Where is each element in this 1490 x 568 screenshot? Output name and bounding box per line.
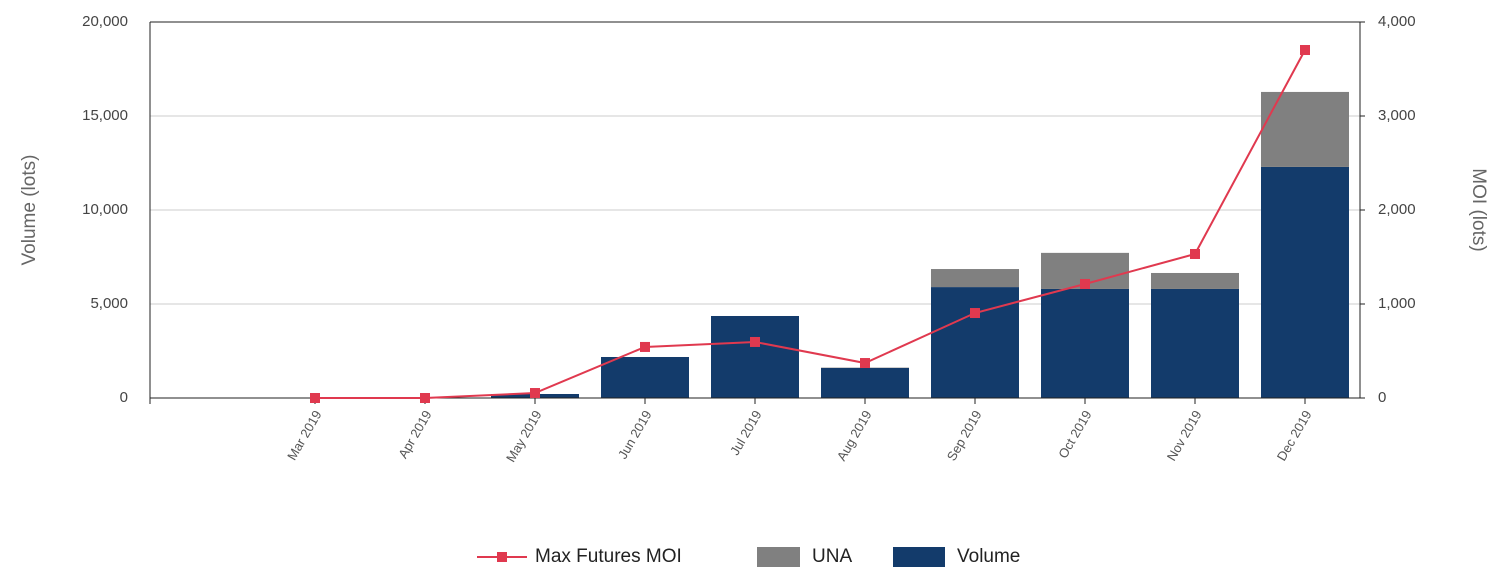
- x-tick-label: Mar 2019: [284, 408, 324, 463]
- line: [315, 49, 1306, 399]
- y2-tick-label: 1,000: [1378, 295, 1416, 312]
- marker: [640, 341, 650, 352]
- bar: [931, 287, 1019, 398]
- marker: [750, 336, 760, 347]
- bar: [601, 356, 689, 398]
- bar: [1151, 272, 1239, 289]
- y2-tick-label: 0: [1378, 389, 1386, 406]
- y-tick-label: 0: [120, 389, 128, 406]
- x-tick-label: Jun 2019: [615, 408, 655, 462]
- marker: [530, 388, 540, 399]
- bar: [1151, 288, 1239, 398]
- bar: [711, 315, 799, 398]
- x-tick-label: Oct 2019: [1055, 408, 1094, 461]
- x-tick-label: Dec 2019: [1274, 408, 1315, 464]
- marker: [860, 358, 870, 369]
- y-axis-title: Volume (lots): [19, 155, 40, 266]
- x-tick-label: Sep 2019: [944, 408, 985, 464]
- bar: [821, 367, 909, 398]
- y-tick-label: 5,000: [90, 295, 128, 312]
- marker: [1300, 45, 1310, 56]
- y2-tick-label: 3,000: [1378, 107, 1416, 124]
- marker: [420, 393, 430, 403]
- y-tick-label: 10,000: [82, 201, 128, 218]
- y-tick-label: 20,000: [82, 13, 128, 30]
- x-tick-label: May 2019: [503, 408, 545, 465]
- legend-label: UNA: [812, 546, 852, 567]
- x-tick-label: Nov 2019: [1164, 408, 1205, 464]
- y2-tick-label: 4,000: [1378, 13, 1416, 30]
- bar: [1261, 91, 1349, 167]
- bar: [1261, 166, 1349, 398]
- legend-label: Max Futures MOI: [535, 546, 682, 567]
- marker: [1190, 248, 1200, 259]
- legend-swatch: [757, 547, 800, 567]
- marker: [1080, 278, 1090, 289]
- x-tick-label: Jul 2019: [727, 408, 765, 458]
- x-tick-label: Aug 2019: [834, 408, 875, 464]
- x-tick-label: Apr 2019: [395, 408, 434, 461]
- y2-axis-title: MOI (lots): [1468, 168, 1489, 251]
- marker: [310, 393, 320, 403]
- legend-label: Volume: [957, 546, 1020, 567]
- bar: [1041, 288, 1129, 398]
- y2-tick-label: 2,000: [1378, 201, 1416, 218]
- bar: [931, 269, 1019, 288]
- marker: [970, 308, 980, 319]
- legend-swatch: [893, 547, 945, 567]
- legend-marker: [497, 552, 507, 562]
- y-tick-label: 15,000: [82, 107, 128, 124]
